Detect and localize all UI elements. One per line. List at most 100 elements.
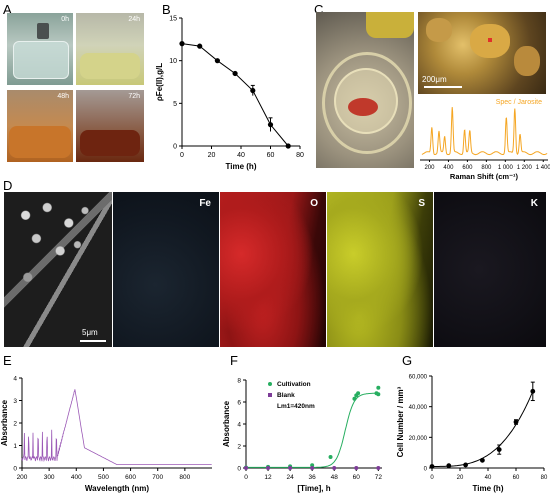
data-point-blank (266, 466, 271, 470)
x-tick-label: 80 (541, 475, 548, 481)
x-axis-title: Raman Shift (cm⁻¹) (450, 172, 519, 181)
data-point (179, 41, 185, 47)
time-label-48h: 48h (57, 93, 69, 100)
x-tick-label: 40 (237, 152, 245, 159)
x-tick-label: 800 (179, 474, 190, 481)
flask-liquid (80, 130, 140, 156)
red-stain (348, 98, 378, 116)
y-axis-title: Absorbance (222, 400, 231, 447)
legend-label-blank: Blank (277, 392, 295, 399)
fit-curve (432, 391, 534, 467)
panel-label-b: B (162, 2, 171, 17)
y-tick-label: 6 (237, 400, 241, 407)
flask-photo-48h: 48h (7, 90, 73, 162)
scale-bar-label: 200μm (422, 75, 447, 84)
fe2-concentration-chart: 0 20 40 60 80 0 5 10 15 Time (h) ρFe(II),g/L (155, 16, 304, 172)
scale-bar (80, 340, 106, 342)
y-tick-label: 20,000 (409, 436, 428, 442)
x-tick-label: 0 (244, 474, 248, 481)
sem-structure (4, 192, 112, 347)
data-point (429, 464, 435, 469)
channel-label-k: K (530, 198, 538, 209)
flask-stopper (37, 23, 49, 39)
channel-label-s: S (418, 198, 425, 209)
eds-map-o: O (220, 192, 326, 347)
absorbance-spectrum-line (21, 389, 212, 465)
eds-map-k: K (434, 192, 546, 347)
data-point (530, 388, 536, 394)
y-axis-title: Absorbance (0, 399, 9, 446)
petri-dish-photo (316, 12, 414, 168)
y-tick-label: 4 (13, 376, 17, 383)
x-tick-label: 0 (180, 152, 184, 159)
data-point (267, 122, 274, 128)
panel-label-d: D (3, 178, 13, 193)
data-point-cultivation (376, 385, 381, 390)
crystal-grain (426, 18, 452, 42)
x-axis-title: [Time], h (297, 484, 330, 493)
x-tick-label: 24 (286, 474, 294, 481)
scale-bar-label: 5μm (82, 328, 98, 337)
data-point (214, 58, 220, 64)
x-tick-label: 36 (309, 474, 317, 481)
jarosite-micrograph: 200μm (418, 12, 546, 94)
data-point (250, 87, 256, 94)
y-tick-label: 0 (424, 467, 428, 473)
data-point-cultivation (310, 463, 315, 468)
time-label-24h: 24h (128, 16, 140, 23)
panel-label-e: E (3, 353, 12, 368)
x-tick-label: 800 (481, 165, 492, 171)
dish-rim (322, 52, 412, 154)
data-point-cultivation (352, 396, 357, 401)
x-tick-label: 40 (485, 475, 492, 481)
data-point (513, 419, 519, 425)
x-tick-label: 400 (71, 474, 82, 481)
eds-map-s: S (327, 192, 433, 347)
channel-label-fe: Fe (199, 198, 211, 209)
plot-background (414, 94, 550, 182)
x-tick-label: 20 (208, 152, 216, 159)
flask-photo-0h: 0h (7, 13, 73, 85)
spectrum-legend: Spec / Jarosite (496, 99, 542, 106)
y-tick-label: 60,000 (409, 375, 428, 381)
raman-spectrum-line (421, 107, 548, 156)
wavelength-annotation: Lm1=420nm (277, 403, 315, 410)
y-tick-label: 40,000 (409, 405, 428, 411)
y-tick-label: 8 (237, 378, 241, 385)
absorbance-spectrum-chart: 200 300 400 500 600 700 800 0 1 2 3 4 Wavelength (nm… (0, 376, 212, 493)
red-marker (488, 38, 492, 42)
x-tick-label: 80 (296, 152, 304, 159)
flask-liquid (9, 126, 71, 158)
panel-label-c: C (314, 2, 324, 17)
data-point (232, 70, 238, 77)
y-tick-label: 2 (13, 421, 17, 428)
flask-photo-24h: 24h (76, 13, 144, 85)
x-axis-title: Wavelength (nm) (85, 484, 149, 493)
channel-label-o: O (310, 198, 318, 209)
legend-label-cultivation: Cultivation (277, 381, 311, 388)
scale-bar (424, 86, 462, 88)
sem-image: 5μm (4, 192, 112, 347)
y-tick-label: 3 (13, 398, 17, 405)
data-point (463, 462, 468, 468)
data-point (496, 447, 502, 452)
x-tick-label: 200 (424, 165, 435, 171)
y-tick-label: 15 (169, 16, 177, 23)
y-tick-label: 0 (173, 144, 177, 151)
y-axis-title: Cell Number / mm³ (396, 386, 405, 457)
data-point-blank (376, 466, 381, 470)
x-tick-label: 60 (513, 475, 520, 481)
x-tick-label: 600 (462, 165, 473, 171)
x-tick-label: 60 (353, 474, 361, 481)
data-point-cultivation (376, 392, 381, 397)
data-point (285, 143, 291, 149)
y-tick-label: 1 (13, 443, 17, 450)
yellow-liquid (366, 12, 414, 38)
y-tick-label: 0 (237, 466, 241, 473)
x-tick-label: 12 (264, 474, 272, 481)
data-point (197, 43, 203, 49)
series-line (181, 43, 289, 147)
y-axis-title: ρFe(II),g/L (155, 63, 164, 101)
x-tick-label: 300 (44, 474, 55, 481)
